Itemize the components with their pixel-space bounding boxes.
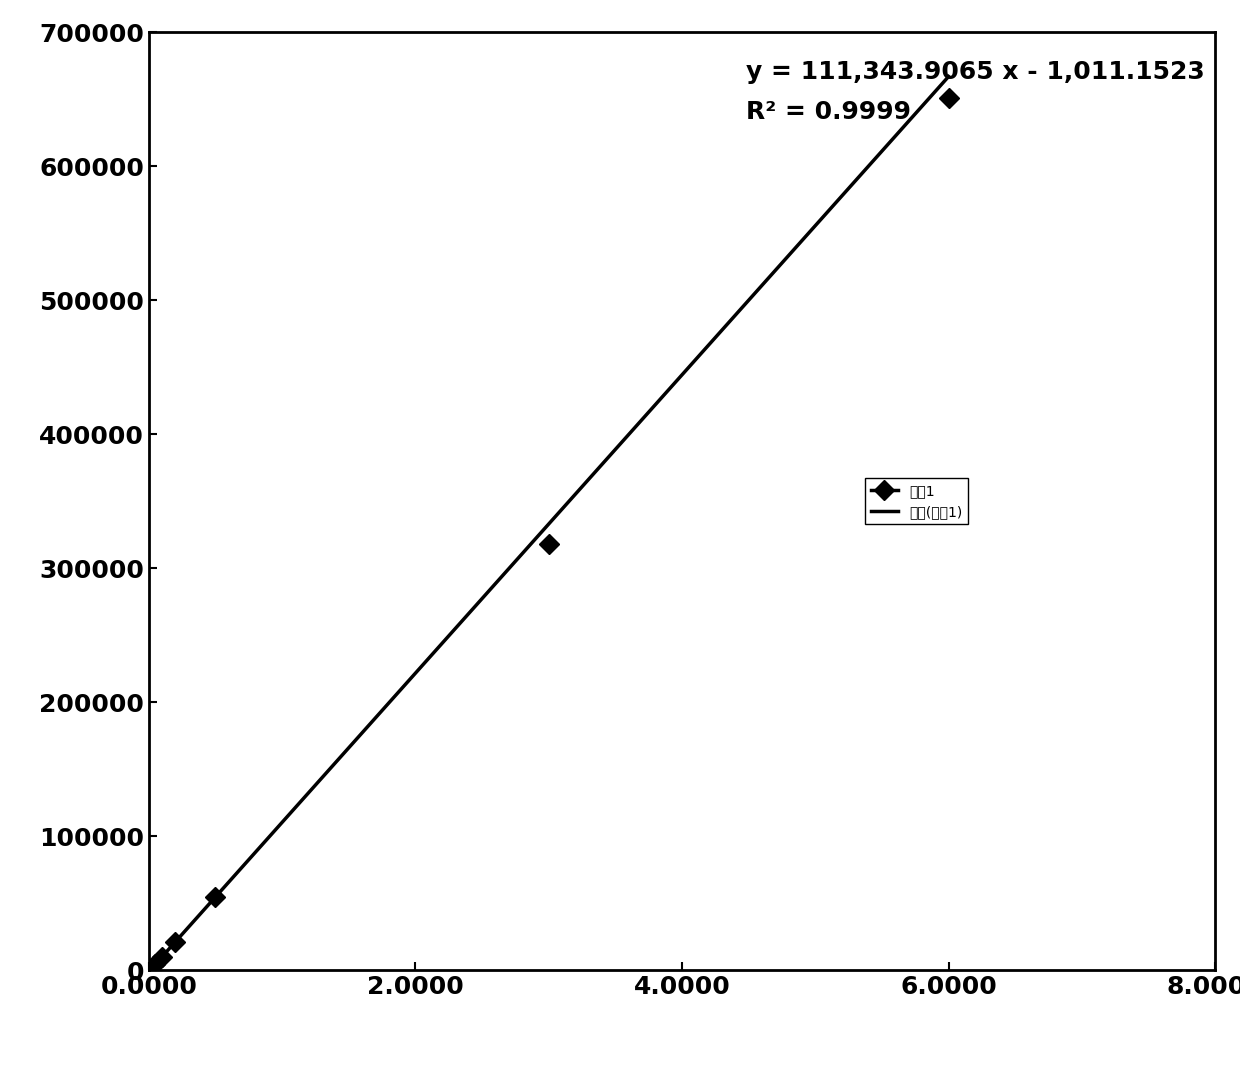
Legend: 系列1, 线性(系列1): 系列1, 线性(系列1) (866, 479, 968, 524)
Text: y = 111,343.9065 x - 1,011.1523
R² = 0.9999: y = 111,343.9065 x - 1,011.1523 R² = 0.9… (746, 60, 1205, 124)
